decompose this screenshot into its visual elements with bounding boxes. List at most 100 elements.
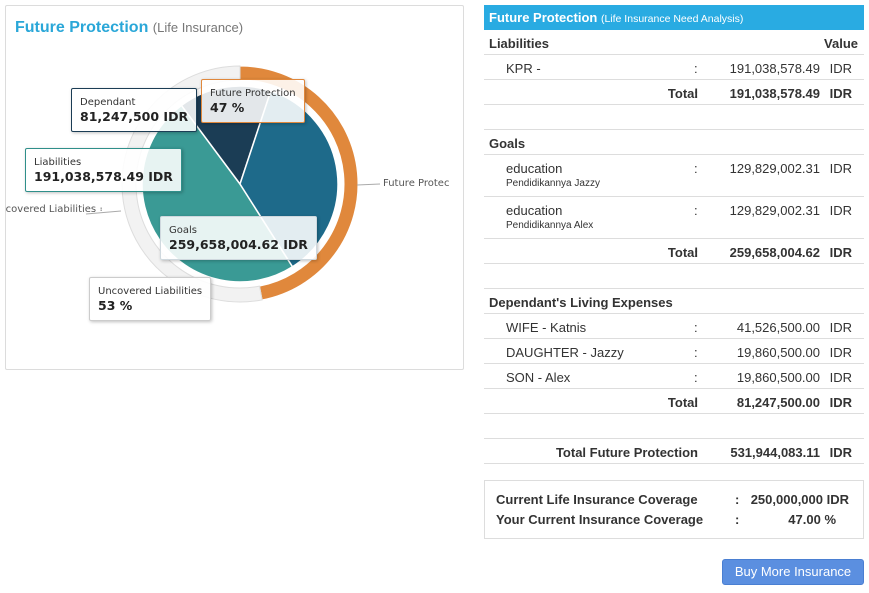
total-amount: 81,247,500.00 bbox=[736, 395, 820, 410]
callout-liabilities-text: Uncovered Liabilities = 53 % bbox=[6, 204, 102, 215]
total-amount: 259,658,004.62 bbox=[729, 245, 820, 260]
row-label: KPR - bbox=[506, 61, 541, 76]
chart-title: Future Protection (Life Insurance) bbox=[15, 19, 243, 37]
dependants-total-row: Total : 81,247,500.00 IDR bbox=[484, 389, 864, 414]
total-label: Total bbox=[667, 245, 698, 260]
total-currency: IDR bbox=[829, 86, 852, 101]
coverage-colon: : bbox=[735, 492, 740, 507]
total-label: Total bbox=[667, 395, 698, 410]
row-amount: 129,829,002.31 bbox=[729, 161, 820, 176]
table-row: WIFE - Katnis : 41,526,500.00 IDR bbox=[484, 314, 864, 339]
total-amount: 191,038,578.49 bbox=[729, 86, 820, 101]
goals-heading-row: Goals bbox=[484, 130, 864, 155]
row-colon: : bbox=[694, 203, 698, 218]
spacer-row bbox=[484, 105, 864, 130]
spacer-row bbox=[484, 414, 864, 439]
row-currency: IDR bbox=[829, 161, 852, 176]
row-label: education bbox=[506, 203, 563, 218]
total-currency: IDR bbox=[829, 245, 852, 260]
tooltip-future-label: Future Protection bbox=[210, 88, 296, 99]
chart-panel: Future Protection (Life Insurance) Futur… bbox=[5, 5, 464, 370]
liabilities-heading: Liabilities bbox=[489, 36, 549, 51]
row-label: education bbox=[506, 161, 563, 176]
table-row: SON - Alex : 19,860,500.00 IDR bbox=[484, 364, 864, 389]
coverage-box: Current Life Insurance Coverage : 250,00… bbox=[484, 480, 864, 539]
callout-future: Future Protec bbox=[383, 178, 450, 189]
tooltip-dependant-label: Dependant bbox=[80, 97, 136, 108]
total-currency: IDR bbox=[829, 395, 852, 410]
row-colon: : bbox=[694, 320, 698, 335]
row-label: WIFE - Katnis bbox=[506, 320, 587, 335]
table-row: DAUGHTER - Jazzy : 19,860,500.00 IDR bbox=[484, 339, 864, 364]
analysis-panel: Future Protection (Life Insurance Need A… bbox=[484, 5, 864, 464]
row-colon: : bbox=[694, 86, 699, 101]
tooltip-liabilities-label: Liabilities bbox=[34, 157, 82, 168]
liabilities-total-row: Total : 191,038,578.49 IDR bbox=[484, 80, 864, 105]
grand-total-row: Total Future Protection : 531,944,083.11… bbox=[484, 439, 864, 464]
spacer-row bbox=[484, 264, 864, 289]
outer-ring bbox=[121, 65, 359, 303]
row-label: SON - Alex bbox=[506, 370, 571, 385]
row-currency: IDR bbox=[829, 203, 852, 218]
callout-line-future bbox=[356, 183, 381, 186]
tooltip-dependant-value: 81,247,500 IDR bbox=[80, 109, 189, 124]
grand-total-currency: IDR bbox=[829, 445, 852, 460]
dependants-heading-row: Dependant's Living Expenses bbox=[484, 289, 864, 314]
grand-total-label: Total Future Protection bbox=[555, 445, 698, 460]
your-coverage-label: Your Current Insurance Coverage bbox=[496, 512, 704, 527]
tooltip-goals-label: Goals bbox=[169, 225, 197, 236]
grand-total-amount: 531,944,083.11 bbox=[730, 445, 820, 460]
tooltip-future-value: 47 % bbox=[210, 100, 245, 115]
table-row: education Pendidikannya Alex : 129,829,0… bbox=[484, 197, 864, 239]
row-sublabel: Pendidikannya Jazzy bbox=[506, 178, 600, 189]
chart-title-sub: (Life Insurance) bbox=[152, 20, 244, 35]
tooltip-uncovered-liabilities: Uncovered Liabilities 53 % bbox=[89, 277, 212, 321]
tooltip-liabilities-value: 191,038,578.49 IDR bbox=[34, 169, 173, 184]
analysis-subtitle: (Life Insurance Need Analysis) bbox=[600, 13, 744, 25]
analysis-header: Future Protection (Life Insurance Need A… bbox=[484, 5, 864, 30]
your-coverage-value: 47.00 % bbox=[788, 512, 836, 527]
tooltip-uncovered-value: 53 % bbox=[98, 298, 133, 313]
row-label: DAUGHTER - Jazzy bbox=[506, 345, 624, 360]
row-colon: : bbox=[694, 61, 698, 76]
row-sublabel: Pendidikannya Alex bbox=[506, 220, 594, 231]
total-label: Total bbox=[667, 86, 698, 101]
row-amount: 41,526,500.00 bbox=[736, 320, 820, 335]
tooltip-dependant: Dependant 81,247,500 IDR bbox=[71, 88, 198, 132]
row-colon: : bbox=[694, 395, 699, 410]
row-amount: 191,038,578.49 bbox=[729, 61, 820, 76]
chart-title-main: Future Protection bbox=[15, 19, 149, 36]
tooltip-liabilities: Liabilities 191,038,578.49 IDR bbox=[25, 148, 182, 192]
callout-liabilities: Uncovered Liabilities = 53 % bbox=[6, 204, 102, 215]
row-colon: : bbox=[694, 245, 699, 260]
liabilities-heading-row: Liabilities Value bbox=[484, 30, 864, 55]
tooltip-goals: Goals 259,658,004.62 IDR bbox=[160, 216, 317, 260]
dependants-heading: Dependant's Living Expenses bbox=[489, 295, 673, 310]
row-colon: : bbox=[694, 161, 698, 176]
row-currency: IDR bbox=[829, 370, 852, 385]
tooltip-future-protection: Future Protection 47 % bbox=[201, 79, 305, 123]
table-row: KPR - : 191,038,578.49 IDR bbox=[484, 55, 864, 80]
row-amount: 129,829,002.31 bbox=[729, 203, 820, 218]
analysis-title: Future Protection bbox=[489, 10, 598, 25]
callout-line-liabilities bbox=[85, 210, 122, 215]
tooltip-goals-value: 259,658,004.62 IDR bbox=[169, 237, 308, 252]
row-colon: : bbox=[694, 370, 698, 385]
row-currency: IDR bbox=[829, 345, 852, 360]
row-colon: : bbox=[694, 345, 698, 360]
goals-heading: Goals bbox=[489, 136, 526, 151]
row-colon: : bbox=[694, 445, 699, 460]
row-currency: IDR bbox=[829, 61, 852, 76]
row-amount: 19,860,500.00 bbox=[736, 370, 820, 385]
row-currency: IDR bbox=[829, 320, 852, 335]
coverage-colon: : bbox=[735, 512, 740, 527]
tooltip-uncovered-label: Uncovered Liabilities bbox=[98, 286, 203, 297]
row-amount: 19,860,500.00 bbox=[736, 345, 820, 360]
goals-total-row: Total : 259,658,004.62 IDR bbox=[484, 239, 864, 264]
buy-more-insurance-button[interactable]: Buy More Insurance bbox=[722, 559, 864, 585]
table-row: education Pendidikannya Jazzy : 129,829,… bbox=[484, 155, 864, 197]
value-heading: Value bbox=[824, 36, 858, 51]
outer-slice-uncovered-liabilities[interactable] bbox=[121, 65, 263, 303]
current-coverage-value: 250,000,000 IDR bbox=[750, 492, 849, 507]
current-coverage-label: Current Life Insurance Coverage bbox=[496, 492, 698, 507]
